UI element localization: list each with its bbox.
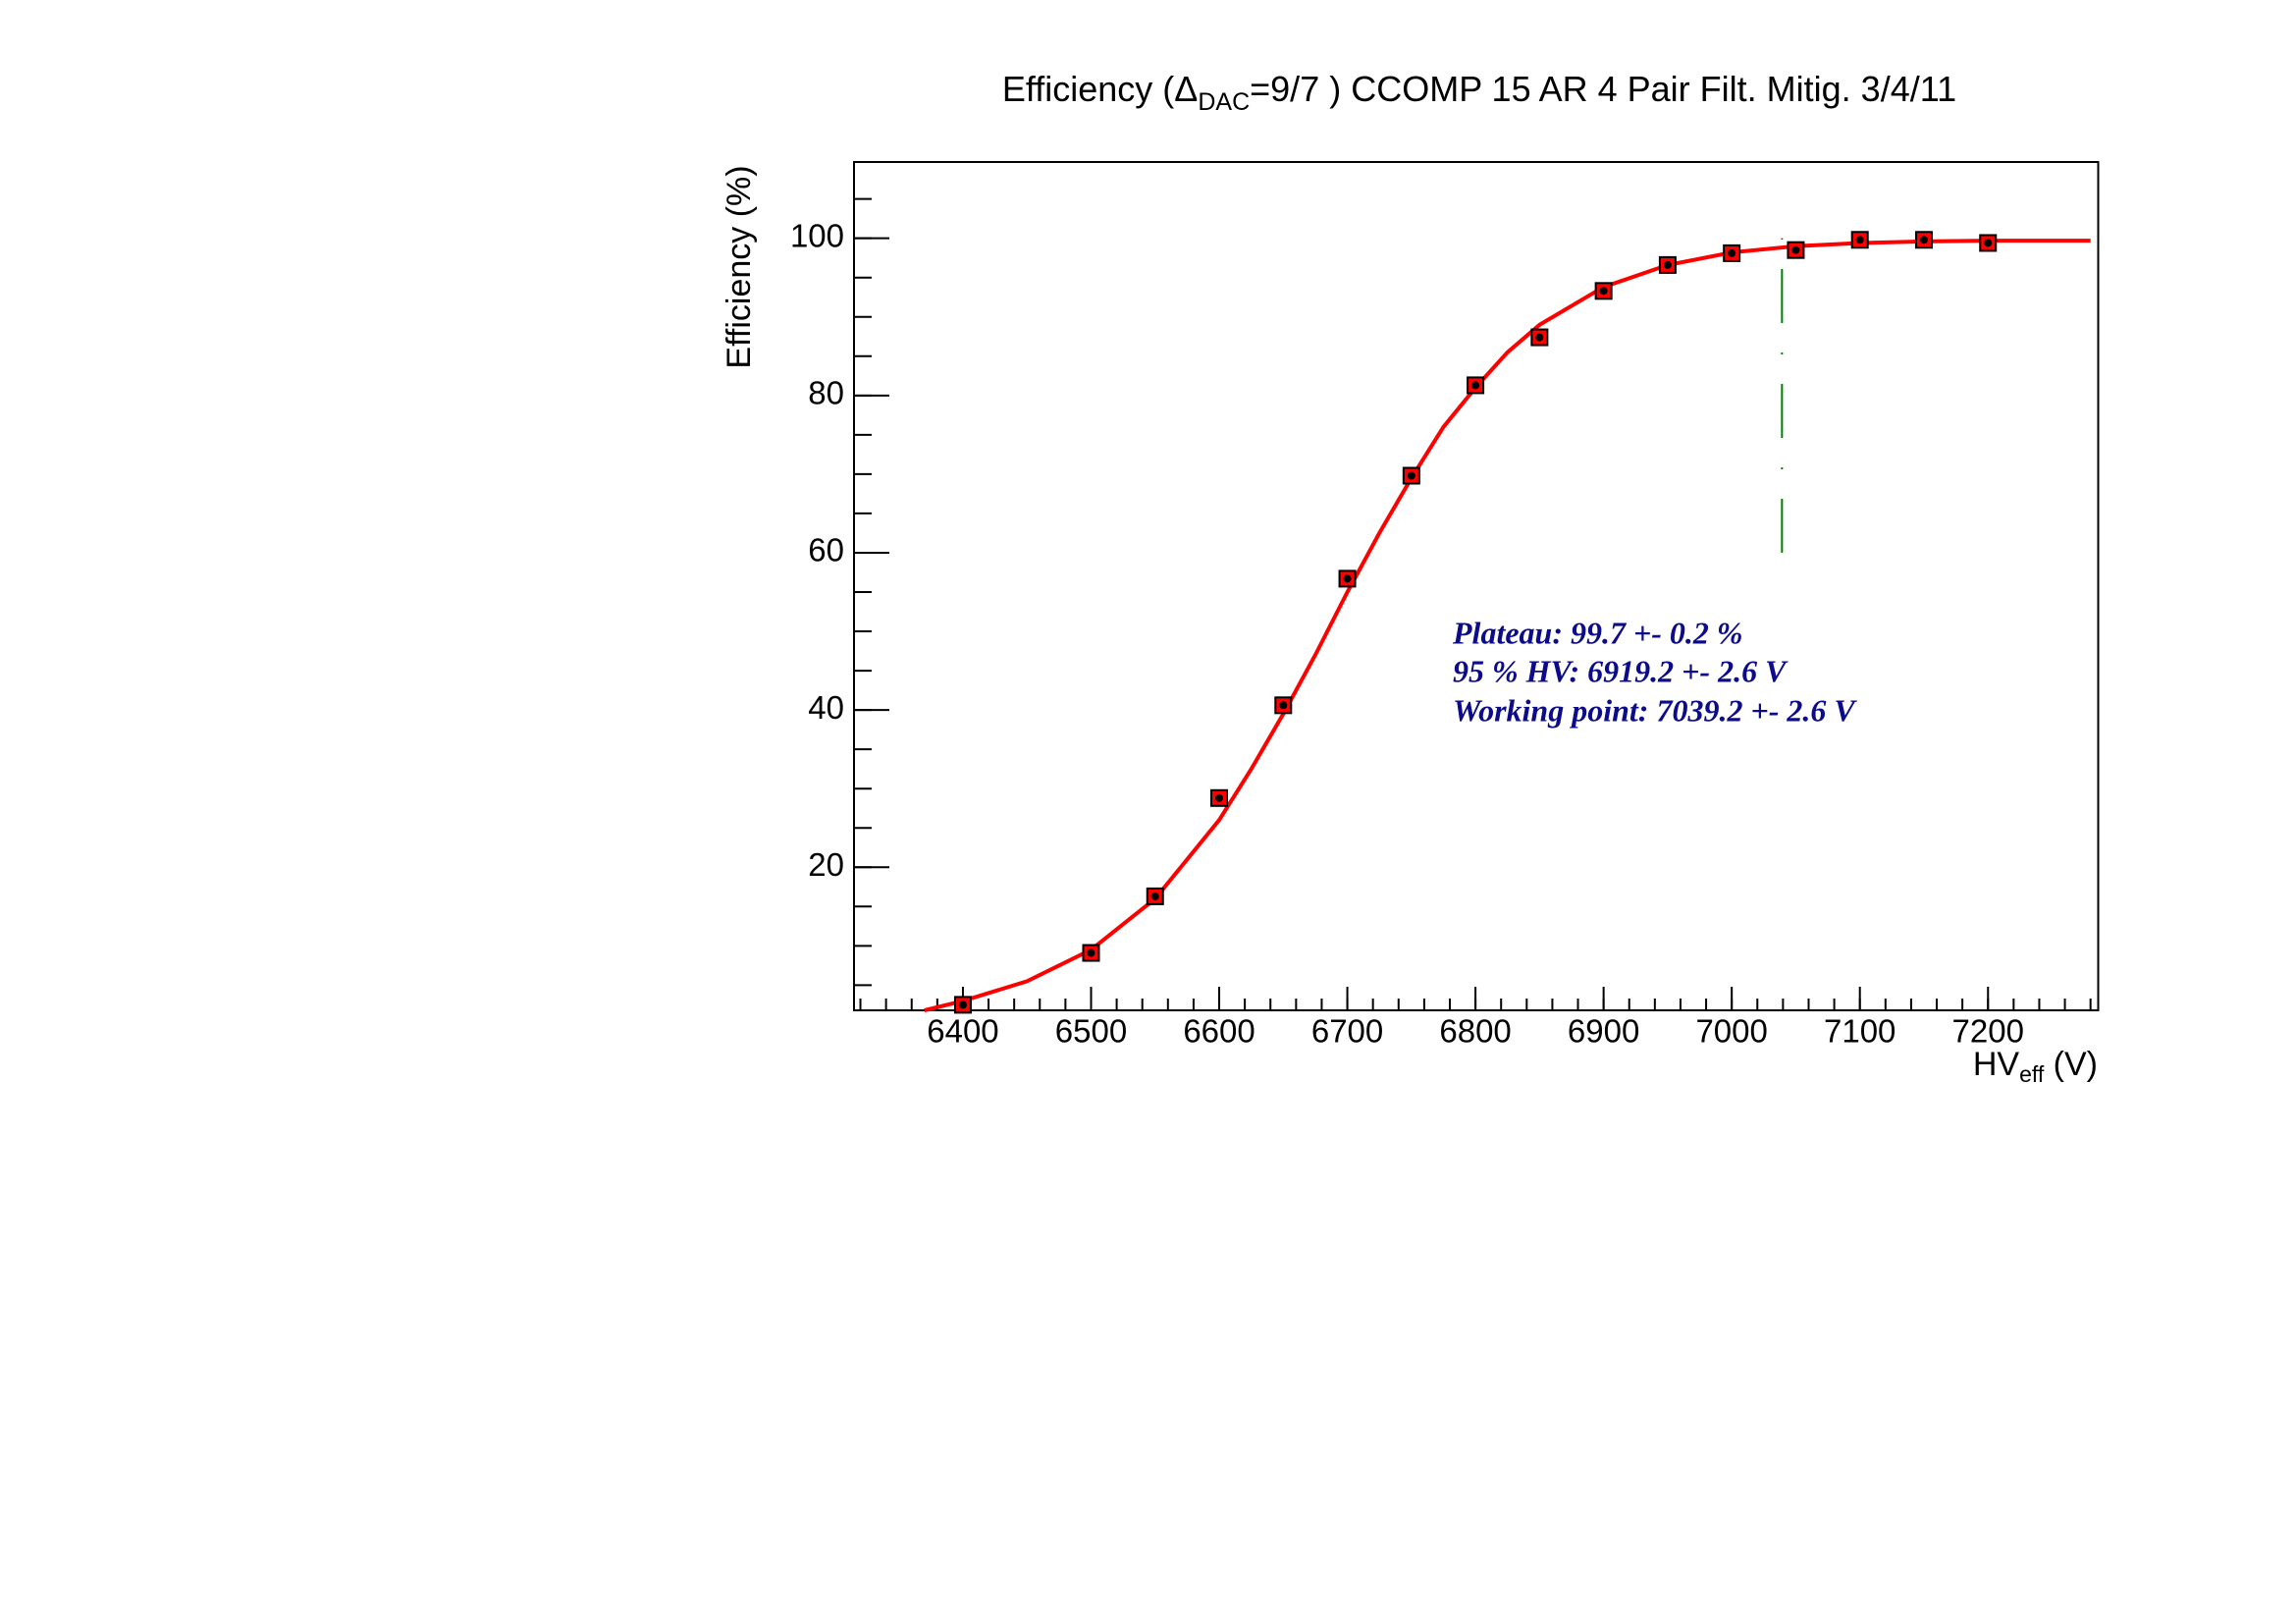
data-point-center [1150, 892, 1159, 900]
annotation: Plateau: 99.7 +- 0.2 % [1452, 615, 1743, 650]
y-tick-label: 100 [790, 217, 844, 253]
data-point-center [1471, 381, 1480, 390]
x-tick-label: 6900 [1568, 1013, 1639, 1050]
y-axis-label: Efficiency (%) [721, 165, 758, 368]
y-tick-label: 40 [808, 689, 844, 726]
x-tick-label: 6600 [1183, 1013, 1255, 1050]
data-point-center [1407, 471, 1415, 480]
title-subscript: DAC [1198, 88, 1250, 116]
y-tick-label: 20 [808, 846, 844, 883]
y-tick-label: 60 [808, 532, 844, 568]
x-tick-label: 7200 [1952, 1013, 2024, 1050]
x-label-subscript: eff [2019, 1061, 2045, 1087]
title-part: Efficiency (Δ [1002, 69, 1198, 109]
x-label-part: (V) [2044, 1046, 2098, 1083]
data-point-center [1663, 260, 1672, 269]
data-point-center [1343, 574, 1352, 583]
plot-frame [853, 161, 2100, 1011]
data-point-center [1728, 248, 1736, 257]
x-tick-label: 6400 [927, 1013, 998, 1050]
data-point-center [958, 1001, 967, 1009]
chart-title: Efficiency (ΔDAC=9/7 ) CCOMP 15 AR 4 Pai… [1002, 69, 1956, 116]
x-tick-label: 7100 [1824, 1013, 1896, 1050]
x-tick-label: 6700 [1311, 1013, 1383, 1050]
annotation: 95 % HV: 6919.2 +- 2.6 V [1453, 653, 1789, 688]
data-point-center [1279, 701, 1288, 710]
data-point-center [1087, 948, 1095, 957]
data-point-center [1791, 245, 1800, 254]
annotation: Working point: 7039.2 +- 2.6 V [1453, 692, 1857, 728]
data-point-center [1919, 236, 1928, 244]
y-tick-label: 80 [808, 375, 844, 411]
x-label-part: HV [1973, 1046, 2020, 1083]
x-axis-label: HVeff (V) [1973, 1046, 2098, 1087]
data-point-center [1984, 239, 1993, 247]
x-tick-label: 6500 [1055, 1013, 1127, 1050]
data-point-center [1599, 287, 1608, 296]
x-tick-label: 7000 [1695, 1013, 1767, 1050]
x-tick-label: 6800 [1439, 1013, 1511, 1050]
data-point-center [1855, 236, 1864, 244]
data-point-center [1215, 793, 1224, 802]
fit-curve [924, 239, 2091, 1012]
data-point-center [1535, 333, 1544, 342]
title-part: =9/7 ) CCOMP 15 AR 4 Pair Filt. Mitig. 3… [1250, 69, 1956, 109]
